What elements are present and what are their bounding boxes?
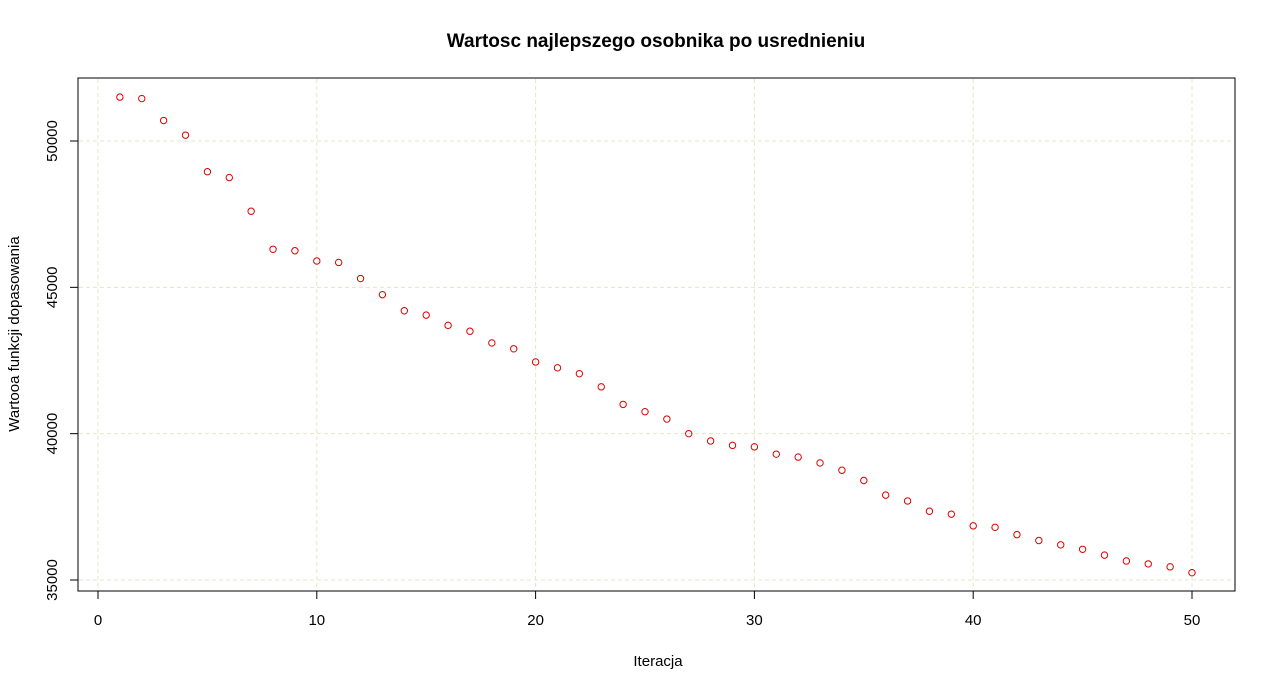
data-point	[203, 168, 212, 176]
data-point	[225, 173, 233, 182]
data-point	[553, 364, 562, 372]
data-point	[597, 383, 605, 391]
data-point	[619, 400, 627, 409]
data-point	[488, 339, 496, 347]
data-point	[663, 415, 671, 423]
data-point	[750, 443, 759, 451]
data-point	[1144, 560, 1152, 568]
data-point	[181, 131, 190, 139]
data-point	[1013, 530, 1021, 539]
x-axis: 0 10 20 30 40 50	[94, 590, 1201, 629]
data-point	[947, 510, 956, 518]
data-point	[466, 327, 474, 335]
x-tick-label: 20	[527, 612, 544, 629]
data-point	[510, 345, 518, 353]
data-point	[860, 476, 868, 485]
data-point	[991, 523, 999, 532]
data-point	[706, 437, 715, 445]
y-tick-label: 35000	[44, 559, 61, 601]
data-point	[400, 307, 409, 315]
data-point	[816, 459, 824, 467]
data-point	[159, 116, 168, 125]
grid-lines	[79, 79, 1234, 590]
y-axis: 35000 40000 45000 50000	[44, 120, 79, 601]
data-point	[728, 441, 737, 450]
data-point	[903, 497, 912, 505]
x-tick-label: 30	[746, 612, 763, 629]
chart-title: Wartosc najlepszego osobnika po usrednie…	[447, 31, 865, 52]
data-point	[772, 450, 780, 458]
data-point	[1078, 545, 1087, 553]
data-point	[313, 257, 321, 265]
data-point	[1057, 541, 1065, 549]
x-tick-label: 50	[1184, 612, 1201, 629]
data-point	[969, 522, 977, 530]
data-point	[881, 491, 890, 499]
y-tick-label: 45000	[44, 266, 61, 308]
data-point	[138, 94, 146, 103]
data-point	[1122, 557, 1131, 565]
data-point	[838, 466, 846, 474]
data-point	[116, 93, 124, 101]
data-point	[291, 247, 299, 255]
data-point	[334, 258, 343, 267]
data-point	[925, 507, 934, 515]
data-points	[116, 93, 1196, 577]
x-axis-label: Iteracja	[633, 653, 683, 670]
data-point	[247, 207, 255, 215]
x-tick-label: 0	[94, 612, 102, 629]
data-point	[269, 245, 277, 253]
data-point	[641, 408, 649, 416]
data-point	[1188, 568, 1196, 577]
data-point	[444, 321, 452, 330]
data-point	[356, 274, 365, 283]
data-point	[1100, 551, 1109, 559]
data-point	[422, 311, 430, 319]
data-point	[685, 429, 693, 438]
data-point	[1035, 536, 1043, 545]
data-point	[531, 358, 540, 366]
data-point	[378, 290, 387, 299]
y-tick-label: 50000	[44, 120, 61, 162]
data-point	[575, 369, 584, 378]
data-point	[794, 453, 802, 461]
y-tick-label: 40000	[44, 413, 61, 455]
data-point	[1166, 563, 1174, 571]
y-axis-label: Wartooa funkcji dopasowania	[6, 236, 23, 432]
x-tick-label: 40	[965, 612, 982, 629]
x-tick-label: 10	[308, 612, 325, 629]
